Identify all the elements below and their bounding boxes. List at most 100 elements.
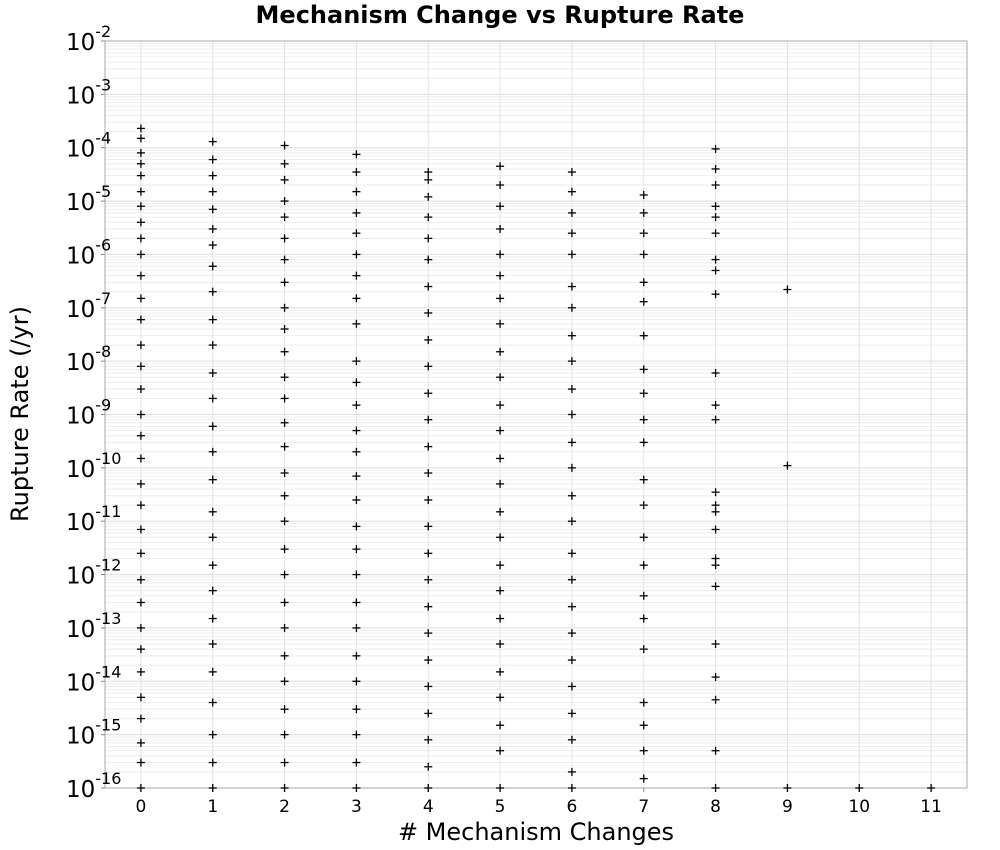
data-point <box>639 614 648 623</box>
data-point <box>208 224 217 233</box>
data-point <box>711 525 720 534</box>
data-point <box>136 315 145 324</box>
data-point <box>711 266 720 275</box>
data-point <box>496 721 505 730</box>
data-point <box>280 234 289 243</box>
data-point <box>567 385 576 394</box>
data-point <box>280 394 289 403</box>
data-point <box>136 234 145 243</box>
data-point <box>280 469 289 478</box>
data-point <box>208 315 217 324</box>
data-point <box>639 698 648 707</box>
data-point <box>208 758 217 767</box>
data-point <box>567 187 576 196</box>
y-tick-label: 10-16 <box>66 769 121 803</box>
data-point <box>639 250 648 259</box>
data-point <box>927 784 936 792</box>
x-tick-label: 2 <box>279 797 290 817</box>
data-point <box>352 758 361 767</box>
data-point <box>424 335 433 344</box>
data-point <box>424 442 433 451</box>
data-point <box>567 549 576 558</box>
data-point <box>496 454 505 463</box>
data-point <box>424 656 433 665</box>
data-point <box>639 415 648 424</box>
data-point <box>136 218 145 227</box>
data-point <box>280 418 289 427</box>
data-point <box>280 570 289 579</box>
data-point <box>639 389 648 398</box>
data-point <box>496 614 505 623</box>
y-tick-label: 10-13 <box>66 609 121 643</box>
data-point <box>280 677 289 686</box>
x-axis-ticks: 0 1 2 3 4 5 6 7 8 9 10 11 <box>136 788 942 817</box>
data-point <box>424 784 433 792</box>
y-tick-label: 10-11 <box>66 502 121 536</box>
chart-title: Mechanism Change vs Rupture Rate <box>256 1 745 29</box>
data-point <box>567 229 576 238</box>
data-point <box>352 187 361 196</box>
data-point <box>639 746 648 755</box>
y-tick-label: 10-8 <box>66 342 111 376</box>
x-tick-label: 11 <box>920 797 942 817</box>
data-point <box>280 325 289 334</box>
data-point <box>711 488 720 497</box>
y-tick-label: 10-7 <box>66 289 111 323</box>
data-point <box>136 525 145 534</box>
data-point <box>280 175 289 184</box>
data-point <box>352 229 361 238</box>
data-point <box>208 730 217 739</box>
y-tick-label: 10-14 <box>66 662 121 696</box>
data-point <box>424 308 433 317</box>
data-point <box>280 730 289 739</box>
data-point <box>424 709 433 718</box>
data-point <box>136 362 145 371</box>
data-point <box>639 229 648 238</box>
data-point <box>208 667 217 676</box>
data-point <box>567 575 576 584</box>
data-point <box>496 479 505 488</box>
x-tick-label: 5 <box>495 797 506 817</box>
data-point <box>136 645 145 654</box>
data-point <box>424 735 433 744</box>
data-point <box>424 495 433 504</box>
data-point <box>208 533 217 542</box>
data-point <box>639 591 648 600</box>
x-tick-label: 9 <box>782 797 793 817</box>
data-point <box>424 469 433 478</box>
data-point <box>352 319 361 328</box>
data-point <box>567 463 576 472</box>
data-point <box>136 148 145 157</box>
data-point <box>783 285 792 294</box>
y-tick-label: 10-3 <box>66 75 111 109</box>
y-tick-label: 10-10 <box>66 449 121 483</box>
data-point <box>208 614 217 623</box>
data-point <box>136 738 145 747</box>
data-point <box>496 533 505 542</box>
data-point <box>567 250 576 259</box>
y-axis-label: Rupture Rate (/yr) <box>6 306 34 522</box>
data-points <box>136 124 936 792</box>
data-point <box>567 767 576 776</box>
data-point <box>136 250 145 259</box>
x-tick-label: 4 <box>423 797 434 817</box>
data-point <box>208 698 217 707</box>
y-tick-label: 10-2 <box>66 22 111 56</box>
data-point <box>639 501 648 510</box>
data-point <box>424 255 433 264</box>
data-point <box>639 190 648 199</box>
data-point <box>280 255 289 264</box>
y-tick-label: 10-12 <box>66 556 121 590</box>
data-point <box>136 410 145 419</box>
data-point <box>352 545 361 554</box>
data-point <box>711 582 720 591</box>
x-tick-label: 7 <box>638 797 649 817</box>
data-point <box>352 208 361 217</box>
data-point <box>496 250 505 259</box>
data-point <box>280 442 289 451</box>
data-point <box>639 561 648 570</box>
data-point <box>496 507 505 516</box>
data-point <box>424 415 433 424</box>
data-point <box>424 549 433 558</box>
data-point <box>136 501 145 510</box>
